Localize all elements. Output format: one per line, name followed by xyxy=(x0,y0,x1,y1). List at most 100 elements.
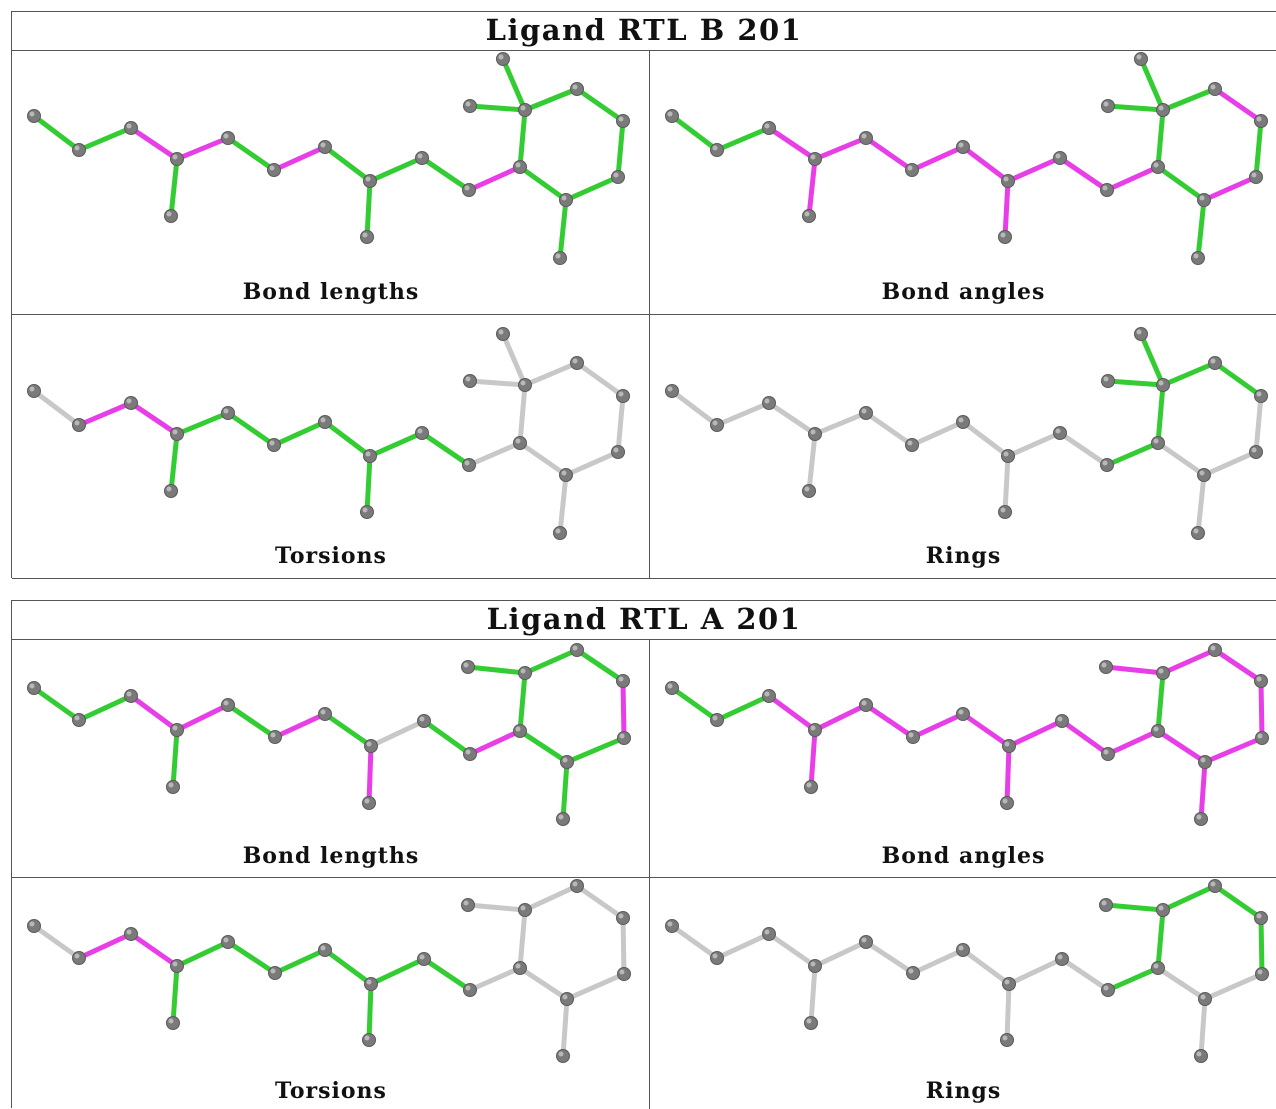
atom-highlight xyxy=(465,749,471,755)
atom-highlight xyxy=(320,709,326,715)
atom xyxy=(859,131,873,145)
atom xyxy=(1001,449,1015,463)
atom-highlight xyxy=(269,165,275,171)
atom xyxy=(124,121,138,135)
atom-highlight xyxy=(1158,905,1164,911)
ligand-panel-b: Ligand RTL B 201 Bond lengths Bond angle… xyxy=(11,11,1276,579)
ligand-panel-a: Ligand RTL A 201 Bond lengths Bond angle… xyxy=(11,600,1276,1109)
atom-highlight xyxy=(1103,101,1109,107)
atom xyxy=(611,170,625,184)
atom-highlight xyxy=(1103,749,1109,755)
atom-highlight xyxy=(172,725,178,731)
atom-highlight xyxy=(1004,979,1010,985)
atom xyxy=(1208,879,1222,893)
atom-highlight xyxy=(1055,428,1061,434)
atom xyxy=(710,143,724,157)
atom-highlight xyxy=(498,329,504,335)
atom xyxy=(1099,898,1113,912)
atom-highlight xyxy=(1200,994,1206,1000)
atom-highlight xyxy=(515,726,521,732)
cell-rings: Rings xyxy=(650,315,1276,578)
atom-highlight xyxy=(166,211,172,217)
atom-highlight xyxy=(1257,733,1263,739)
atom xyxy=(1134,327,1148,341)
molecule-diagram xyxy=(27,879,631,1063)
atom-highlight xyxy=(166,486,172,492)
molecule-diagram xyxy=(665,879,1269,1063)
atom xyxy=(27,681,41,695)
atom xyxy=(1101,747,1115,761)
atom xyxy=(170,723,184,737)
column-divider xyxy=(649,640,650,1109)
panel-title: Ligand RTL A 201 xyxy=(486,602,802,636)
atom-highlight xyxy=(419,954,425,960)
atom-highlight xyxy=(1102,460,1108,466)
atom-highlight xyxy=(1000,232,1006,238)
atom-highlight xyxy=(810,429,816,435)
atom xyxy=(559,193,573,207)
atom-highlight xyxy=(74,420,80,426)
atom-highlight xyxy=(712,145,718,151)
atom xyxy=(1255,731,1269,745)
atom xyxy=(518,378,532,392)
atom xyxy=(1000,1033,1014,1047)
molecule-diagram xyxy=(665,327,1268,540)
atom-highlight xyxy=(1004,741,1010,747)
atom-highlight xyxy=(1057,954,1063,960)
atom xyxy=(1197,468,1211,482)
atom-highlight xyxy=(417,153,423,159)
atom-highlight xyxy=(908,968,914,974)
cell-label: Torsions xyxy=(275,1078,387,1104)
atom-highlight xyxy=(1158,380,1164,386)
atom-highlight xyxy=(1153,963,1159,969)
atom xyxy=(318,943,332,957)
atom-highlight xyxy=(562,757,568,763)
atom xyxy=(616,114,630,128)
atom xyxy=(463,747,477,761)
atom-highlight xyxy=(810,725,816,731)
atom xyxy=(1101,983,1115,997)
atom-highlight xyxy=(764,398,770,404)
row-divider xyxy=(12,314,1276,315)
cell-label: Bond lengths xyxy=(242,279,420,305)
atom xyxy=(556,1049,570,1063)
atom-highlight xyxy=(1256,676,1262,682)
atom-highlight xyxy=(1153,162,1159,168)
atom-highlight xyxy=(29,683,35,689)
atom-highlight xyxy=(1136,54,1142,60)
atom xyxy=(570,82,584,96)
atom-highlight xyxy=(419,716,425,722)
atom xyxy=(518,903,532,917)
atom-highlight xyxy=(562,994,568,1000)
atom xyxy=(1000,796,1014,810)
atom xyxy=(164,484,178,498)
atom xyxy=(1249,170,1263,184)
atom-highlight xyxy=(806,1018,812,1024)
atom-highlight xyxy=(619,733,625,739)
atom xyxy=(1249,445,1263,459)
cell-torsions: Torsions xyxy=(12,878,650,1109)
atom-highlight xyxy=(1200,757,1206,763)
atom-highlight xyxy=(465,376,471,382)
atom xyxy=(417,952,431,966)
atom xyxy=(461,660,475,674)
atom xyxy=(1197,193,1211,207)
atom-highlight xyxy=(1103,985,1109,991)
row-divider xyxy=(12,877,1276,878)
atom-highlight xyxy=(861,937,867,943)
atom-highlight xyxy=(1210,84,1216,90)
atom-highlight xyxy=(498,54,504,60)
atom xyxy=(762,927,776,941)
atom-highlight xyxy=(172,429,178,435)
atom-highlight xyxy=(126,929,132,935)
atom-highlight xyxy=(908,732,914,738)
atom xyxy=(906,966,920,980)
atom-highlight xyxy=(362,232,368,238)
atom-highlight xyxy=(1103,376,1109,382)
atom xyxy=(170,959,184,973)
atom xyxy=(808,723,822,737)
cell-bond-lengths: Bond lengths xyxy=(12,51,650,314)
atom-highlight xyxy=(1193,528,1199,534)
atom xyxy=(570,879,584,893)
atom-highlight xyxy=(861,700,867,706)
